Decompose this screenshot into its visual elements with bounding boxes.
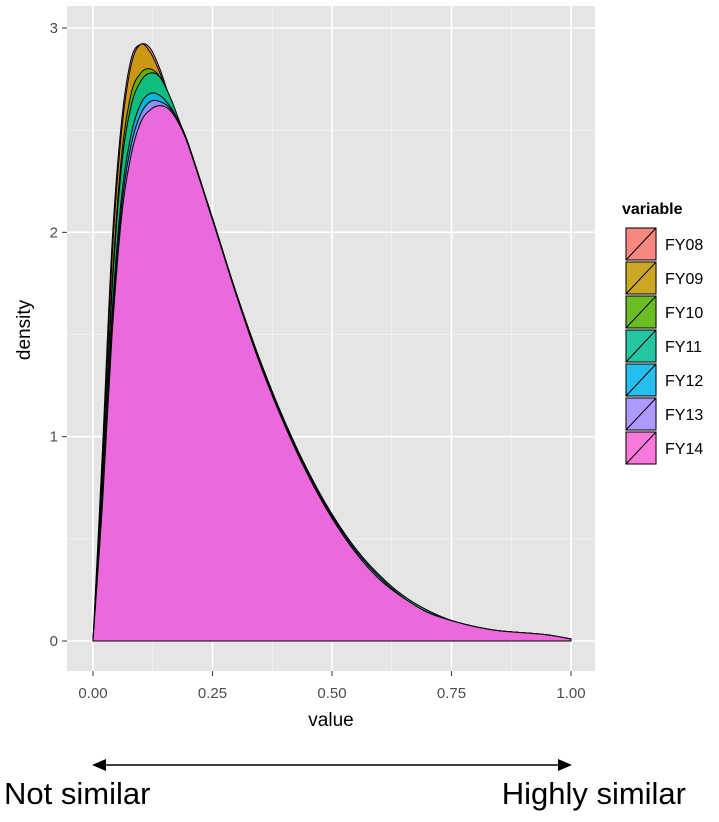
area-fy14 bbox=[92, 105, 572, 642]
legend-label: FY14 bbox=[665, 441, 703, 458]
x-tick-label: 0.25 bbox=[198, 685, 227, 702]
legend-key-slash bbox=[625, 431, 657, 465]
legend-item-fy14: FY14 bbox=[625, 431, 703, 465]
y-tick-label: 2 bbox=[50, 224, 58, 241]
legend-label: FY13 bbox=[665, 407, 703, 424]
x-axis-ticks: 0.00 0.25 0.50 0.75 1.00 bbox=[78, 671, 586, 702]
legend-label: FY12 bbox=[665, 373, 703, 390]
legend-key-slash bbox=[625, 295, 657, 329]
x-tick-label: 0.50 bbox=[317, 685, 346, 702]
legend-key-slash bbox=[625, 329, 657, 363]
legend-key-slash bbox=[625, 397, 657, 431]
not-similar-label: Not similar bbox=[4, 776, 151, 811]
legend-key-slash bbox=[625, 363, 657, 397]
highly-similar-label: Highly similar bbox=[501, 776, 686, 811]
arrow-head-left bbox=[92, 759, 106, 771]
similarity-arrow bbox=[92, 759, 572, 771]
legend-title: variable bbox=[622, 201, 683, 218]
legend-item-fy09: FY09 bbox=[625, 261, 703, 295]
x-tick-label: 1.00 bbox=[556, 685, 585, 702]
legend-item-fy11: FY11 bbox=[625, 329, 702, 363]
density-areas bbox=[92, 43, 572, 642]
legend-label: FY10 bbox=[665, 305, 703, 322]
legend-label: FY09 bbox=[665, 271, 703, 288]
legend-item-fy10: FY10 bbox=[625, 295, 703, 329]
y-tick-label: 3 bbox=[50, 20, 58, 37]
legend-item-fy08: FY08 bbox=[625, 227, 703, 261]
legend-label: FY11 bbox=[665, 339, 702, 356]
legend: variable FY08 FY09 FY10 FY11 FY12 FY13 FY14 bbox=[622, 201, 703, 465]
legend-label: FY08 bbox=[665, 237, 703, 254]
x-axis-title: value bbox=[308, 710, 353, 731]
y-tick-label: 0 bbox=[50, 633, 58, 650]
legend-item-fy13: FY13 bbox=[625, 397, 703, 431]
x-tick-label: 0.00 bbox=[78, 685, 107, 702]
y-axis-title: density bbox=[14, 299, 35, 360]
y-axis-ticks: 0 1 2 3 bbox=[50, 20, 67, 650]
x-tick-label: 0.75 bbox=[437, 685, 466, 702]
legend-key-slash bbox=[625, 227, 657, 261]
legend-item-fy12: FY12 bbox=[625, 363, 703, 397]
y-tick-label: 1 bbox=[50, 429, 58, 446]
legend-key-slash bbox=[625, 261, 657, 295]
arrow-head-right bbox=[558, 759, 572, 771]
